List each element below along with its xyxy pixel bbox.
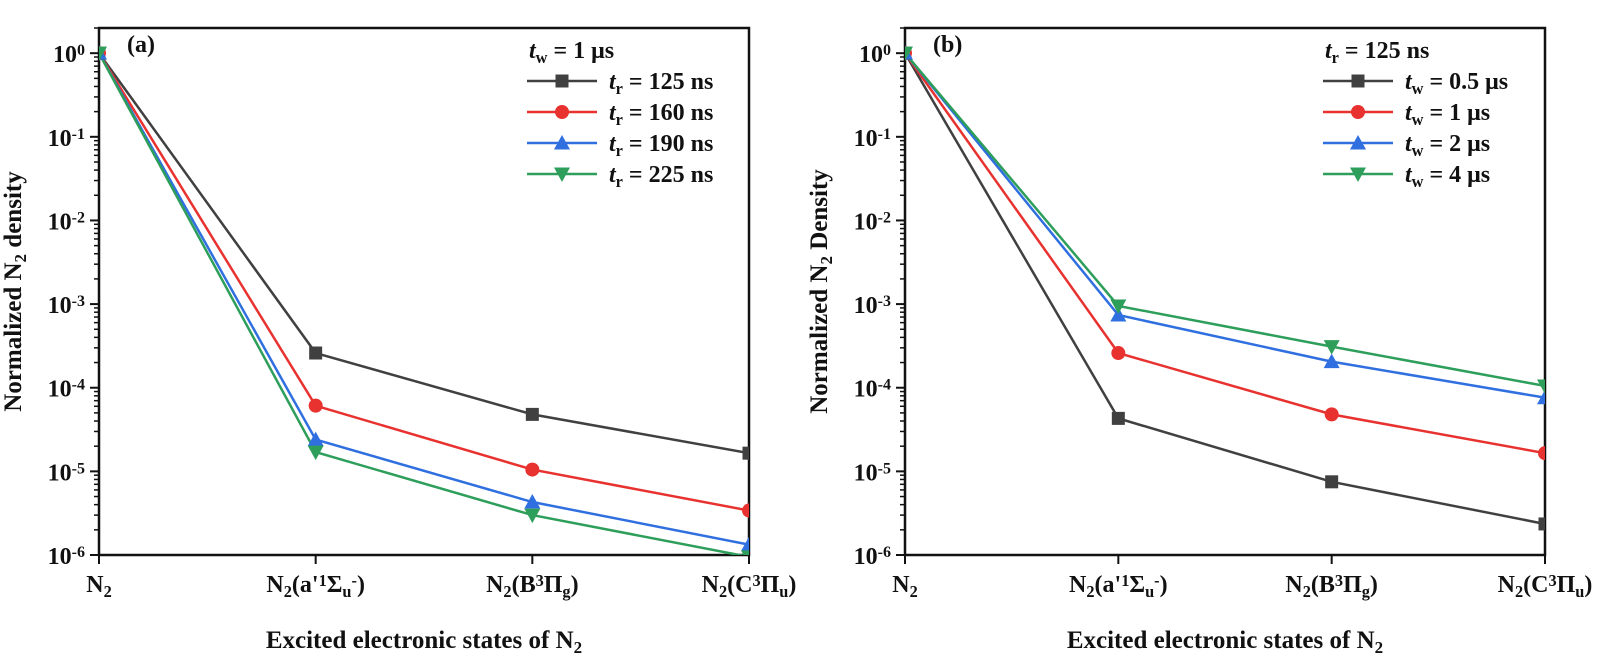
data-point xyxy=(524,494,541,509)
legend-entry: tr = 125 ns xyxy=(609,69,713,98)
legend-entry: tr = 190 ns xyxy=(609,131,713,160)
data-point xyxy=(554,135,570,150)
legend-title: tr = 125 ns xyxy=(1325,38,1429,67)
data-point xyxy=(1538,517,1545,531)
y-tick-label: 100 xyxy=(53,42,85,68)
data-point xyxy=(1110,307,1127,322)
series-line-1 xyxy=(905,52,1545,455)
data-point xyxy=(525,407,539,421)
series-line-3 xyxy=(99,52,746,555)
data-point xyxy=(1111,346,1126,361)
x-tick-label: N2(B3Πg) xyxy=(486,571,578,601)
data-point xyxy=(307,431,324,447)
y-tick-label: 10-4 xyxy=(48,377,85,403)
y-tick-label: 10-1 xyxy=(48,126,85,152)
series-line-0 xyxy=(99,52,749,455)
y-tick-label: 10-6 xyxy=(854,544,891,570)
x-axis-label: Excited electronic states of N2 xyxy=(266,627,582,657)
legend-entry: tw = 4 μs xyxy=(1405,162,1490,191)
y-tick-label: 10-2 xyxy=(48,209,85,235)
series-line-0 xyxy=(905,52,1545,526)
y-tick-label: 10-3 xyxy=(48,293,85,319)
data-point xyxy=(1537,389,1545,405)
series-line-2 xyxy=(905,52,1545,399)
data-point xyxy=(524,508,541,524)
x-tick-label: N2(B3Πg) xyxy=(1285,571,1377,601)
x-tick-label: N2 xyxy=(892,572,918,601)
y-tick-label: 10-6 xyxy=(48,544,85,570)
data-point xyxy=(525,462,540,477)
panel-label: (a) xyxy=(127,32,155,58)
plot-area xyxy=(99,45,749,555)
data-point xyxy=(555,105,569,119)
chart-panel-b: 100 10-1 10-2 10-3 10-4 10-5 10-6N2 N2(a'1Σu-) N… xyxy=(806,26,1593,657)
x-axis-label: Excited electronic states of N2 xyxy=(1067,627,1383,657)
data-point xyxy=(1323,340,1340,355)
y-tick-label: 10-3 xyxy=(854,293,891,319)
series-line-1 xyxy=(99,52,749,512)
data-point xyxy=(1538,446,1545,461)
y-tick-label: 10-4 xyxy=(854,377,891,403)
data-point xyxy=(1324,407,1339,422)
panel-label: (b) xyxy=(933,32,962,58)
data-point xyxy=(99,46,107,62)
y-axis-label: Normalized N2 Density xyxy=(806,169,836,414)
chart-panel-a: 100 10-1 10-2 10-3 10-4 10-5 10-6N2 N2(a'1Σu-) N… xyxy=(0,26,797,657)
data-point xyxy=(554,167,570,182)
data-point xyxy=(1110,299,1127,314)
data-point xyxy=(1351,74,1365,88)
data-point xyxy=(741,550,749,555)
y-tick-label: 10-2 xyxy=(854,209,891,235)
series-line-3 xyxy=(905,52,1545,388)
y-tick-label: 10-5 xyxy=(854,460,891,486)
y-tick-label: 10-1 xyxy=(854,126,891,152)
y-tick-label: 10-5 xyxy=(48,460,85,486)
data-point xyxy=(308,398,323,413)
x-tick-label: N2(C3Πu) xyxy=(1498,571,1593,601)
data-point xyxy=(555,74,569,88)
plot-frame xyxy=(903,26,1547,557)
data-point xyxy=(1350,167,1366,182)
data-point xyxy=(905,46,913,62)
data-point xyxy=(1351,105,1365,119)
data-point xyxy=(1323,353,1340,369)
legend-entry: tr = 225 ns xyxy=(609,162,713,191)
legend-title: tw = 1 μs xyxy=(529,38,614,67)
data-point xyxy=(309,346,323,360)
data-point xyxy=(1537,379,1545,394)
y-tick-label: 100 xyxy=(859,42,891,68)
x-tick-label: N2(C3Πu) xyxy=(702,571,797,601)
legend-entry: tw = 1 μs xyxy=(1405,100,1490,129)
data-point xyxy=(742,503,749,518)
data-point xyxy=(1111,411,1125,425)
series-line-2 xyxy=(99,52,749,546)
plot-area xyxy=(905,45,1545,531)
data-point xyxy=(742,446,749,460)
x-tick-label: N2(a'1Σu-) xyxy=(1069,571,1168,601)
legend-entry: tr = 160 ns xyxy=(609,100,713,129)
data-point xyxy=(741,536,749,552)
data-point xyxy=(1350,135,1366,150)
x-tick-label: N2(a'1Σu-) xyxy=(266,571,365,601)
legend-entry: tw = 0.5 μs xyxy=(1405,69,1508,98)
y-axis-label: Normalized N2 density xyxy=(0,171,30,412)
data-point xyxy=(1325,475,1339,489)
legend-entry: tw = 2 μs xyxy=(1405,131,1490,160)
x-tick-label: N2 xyxy=(86,572,112,601)
data-point xyxy=(307,445,324,461)
plot-frame xyxy=(97,26,751,557)
